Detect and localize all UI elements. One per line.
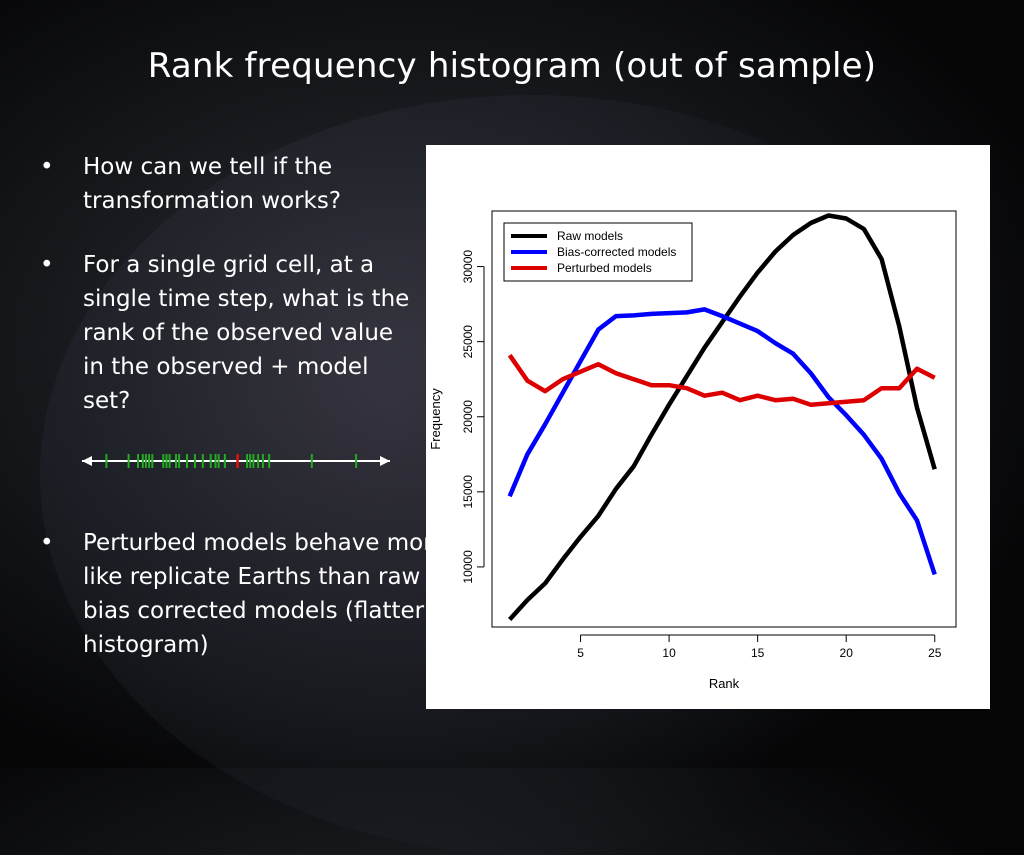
y-tick-label: 20000 — [461, 400, 475, 434]
slide-title: Rank frequency histogram (out of sample) — [147, 46, 877, 86]
y-tick-label: 25000 — [461, 325, 475, 359]
bullet-item-2: • For a single grid cell, at a single ti… — [40, 248, 420, 418]
perturbed-models-line — [507, 353, 936, 407]
legend-entry: Bias-corrected models — [557, 245, 676, 259]
x-tick-label: 10 — [662, 646, 676, 660]
y-tick-label: 15000 — [461, 475, 475, 509]
bias-corrected-models-line — [507, 307, 937, 576]
y-axis-label: Frequency — [428, 388, 443, 450]
y-tick-label: 30000 — [461, 250, 475, 284]
bullet-marker: • — [40, 252, 54, 278]
x-axis: 5 10 15 20 25 — [577, 634, 942, 660]
x-tick-label: 20 — [840, 646, 854, 660]
bullet-item-1: • How can we tell if the transformation … — [40, 150, 420, 218]
arrow-right-icon — [380, 456, 390, 466]
bullet-marker: • — [40, 154, 54, 180]
bullet-item-3: • Perturbed models behave more like repl… — [40, 526, 463, 662]
bullet-text-3: Perturbed models behave more like replic… — [83, 530, 452, 658]
arrow-left-icon — [82, 456, 92, 466]
rank-frequency-chart: 5 10 15 20 25 10000 15000 20000 25000 30000 Rank… — [428, 210, 957, 691]
x-axis-label: Rank — [709, 676, 740, 691]
legend: Raw models Bias-corrected models Perturbed… — [503, 222, 693, 282]
y-tick-label: 10000 — [461, 550, 475, 584]
plot-lines — [507, 213, 937, 622]
rank-diagram — [82, 454, 390, 468]
raw-models-line — [508, 213, 937, 622]
y-axis: 10000 15000 20000 25000 30000 — [461, 250, 485, 584]
legend-entry: Raw models — [557, 229, 623, 243]
plot-frame — [491, 210, 957, 628]
chart-panel: 5 10 15 20 25 10000 15000 20000 25000 30000 Rank… — [426, 145, 990, 709]
bullet-text-1: How can we tell if the transformation wo… — [83, 154, 342, 214]
legend-entry: Perturbed models — [557, 261, 652, 275]
bullet-list: • How can we tell if the transformation … — [40, 150, 420, 418]
bullet-marker: • — [40, 530, 54, 556]
x-tick-label: 5 — [577, 646, 584, 660]
x-tick-label: 15 — [751, 646, 765, 660]
bullet-text-2: For a single grid cell, at a single time… — [83, 252, 410, 414]
x-tick-label: 25 — [928, 646, 942, 660]
